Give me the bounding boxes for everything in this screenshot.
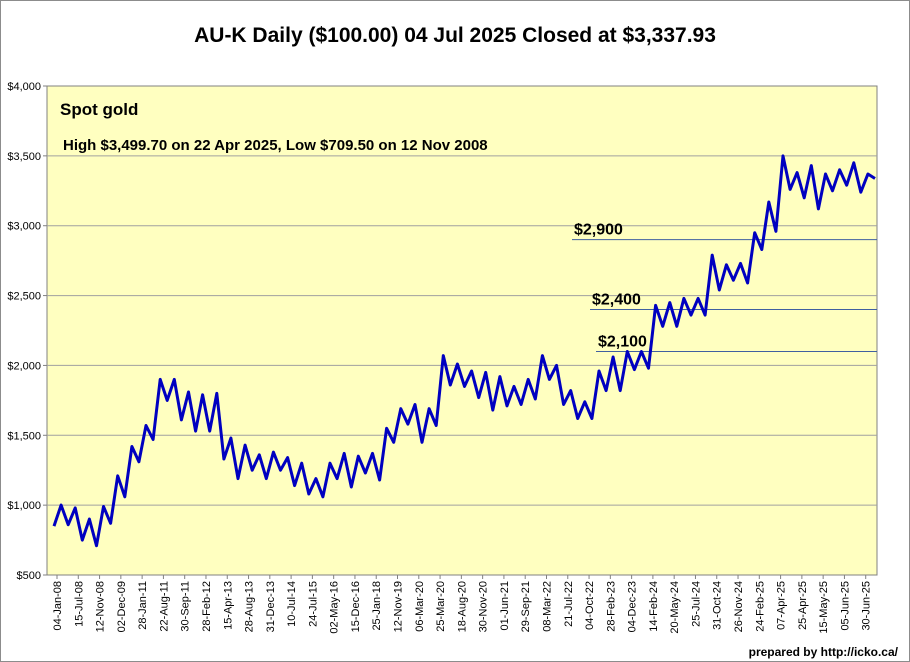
x-tick-label: 24-Jul-15	[307, 581, 319, 627]
y-tick-label: $2,000	[7, 360, 41, 372]
x-tick-label: 04-Jan-08	[52, 581, 64, 631]
x-tick-label: 30-Jun-25	[861, 581, 873, 631]
x-tick-label: 12-Nov-19	[393, 581, 405, 632]
y-tick-label: $500	[17, 570, 41, 582]
x-tick-label: 29-Sep-21	[520, 581, 532, 632]
x-tick-label: 22-Aug-11	[158, 581, 170, 632]
x-tick-label: 31-Oct-24	[712, 581, 724, 630]
y-tick-label: $2,500	[7, 291, 41, 303]
reference-line-label: $2,900	[574, 222, 623, 239]
x-tick-label: 28-Feb-12	[201, 581, 213, 632]
x-tick-label: 25-Jul-24	[690, 581, 702, 627]
x-tick-label: 18-Aug-20	[456, 581, 468, 632]
x-tick-label: 08-Mar-22	[541, 581, 553, 632]
x-tick-label: 07-Apr-25	[776, 581, 788, 630]
x-tick-label: 24-Feb-25	[754, 581, 766, 632]
plot-area	[46, 85, 878, 576]
x-tick-label: 20-May-24	[669, 581, 681, 634]
x-tick-label: 30-Sep-11	[180, 581, 192, 632]
reference-line-label: $2,100	[598, 333, 647, 350]
x-tick-label: 14-Feb-24	[648, 581, 660, 632]
price-series-line	[52, 154, 876, 548]
credit-text: prepared by http://icko.ca/	[748, 645, 898, 659]
x-tick-label: 02-May-16	[329, 581, 341, 634]
x-tick-label: 10-Jul-14	[286, 581, 298, 627]
x-tick-label: 02-Dec-09	[116, 581, 128, 632]
reference-line-label: $2,400	[592, 292, 641, 309]
y-tick-label: $3,000	[7, 221, 41, 233]
x-tick-label: 28-Feb-23	[605, 581, 617, 632]
x-tick-label: 25-Mar-20	[435, 581, 447, 632]
x-tick-label: 28-Jan-11	[137, 581, 149, 630]
y-tick-label: $1,500	[7, 430, 41, 442]
x-tick-label: 15-Apr-13	[222, 581, 234, 630]
x-tick-label: 15-Jul-08	[73, 581, 85, 627]
x-tick-label: 31-Dec-13	[265, 581, 277, 632]
chart-subtitle: Spot gold	[60, 100, 138, 119]
x-tick-label: 25-Jan-18	[371, 581, 383, 631]
x-tick-label: 28-Aug-13	[244, 581, 256, 632]
x-tick-label: 04-Dec-23	[627, 581, 639, 632]
y-tick-label: $1,000	[7, 500, 41, 512]
chart-annotation: High $3,499.70 on 22 Apr 2025, Low $709.…	[63, 137, 488, 154]
y-tick-label: $3,500	[7, 151, 41, 163]
x-tick-label: 06-Mar-20	[414, 581, 426, 632]
x-tick-label: 25-Apr-25	[797, 581, 809, 630]
chart-title: AU-K Daily ($100.00) 04 Jul 2025 Closed …	[194, 24, 716, 47]
x-tick-label: 01-Jun-21	[499, 581, 511, 631]
x-tick-label: 15-May-25	[818, 581, 830, 634]
x-tick-label: 12-Nov-08	[95, 581, 107, 632]
x-tick-label: 30-Nov-20	[478, 581, 490, 632]
x-tick-label: 15-Dec-16	[350, 581, 362, 632]
x-tick-label: 21-Jul-22	[563, 581, 575, 627]
x-tick-label: 04-Oct-22	[584, 581, 596, 630]
y-tick-label: $4,000	[7, 81, 41, 93]
x-tick-label: 26-Nov-24	[733, 581, 745, 632]
x-tick-label: 05-Jun-25	[839, 581, 851, 631]
